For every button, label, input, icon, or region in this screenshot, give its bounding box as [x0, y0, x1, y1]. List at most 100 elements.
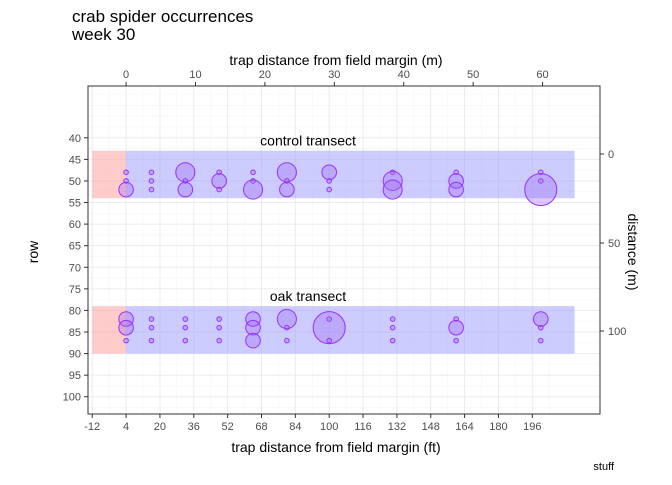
data-point [448, 181, 464, 198]
data-point [537, 178, 544, 184]
data-point [177, 181, 194, 198]
data-point [245, 311, 261, 327]
data-point [118, 311, 134, 327]
y-tick-label-left: 75 [69, 284, 81, 296]
transect-zone-1 [126, 306, 575, 354]
data-point [182, 337, 189, 344]
data-point [216, 186, 222, 193]
y-tick-label-left: 55 [69, 198, 81, 210]
data-point [123, 337, 129, 344]
x-tick-label-bottom: 116 [354, 421, 372, 433]
data-point [118, 319, 134, 336]
y-tick-label-left: 45 [69, 154, 81, 166]
data-point [537, 324, 544, 331]
x-tick-label-bottom: -12 [84, 421, 100, 433]
data-point [326, 178, 332, 184]
x-tick-label-bottom: 164 [455, 421, 473, 433]
y-tick-label-left: 80 [69, 305, 81, 317]
data-point [216, 316, 222, 322]
x-tick-label-bottom: 132 [388, 421, 406, 433]
x-tick-label-bottom: 196 [523, 421, 541, 433]
data-point [448, 173, 464, 189]
data-point [276, 309, 297, 330]
transect-label: control transect [260, 133, 356, 149]
y-tick-label-left: 100 [63, 392, 81, 404]
x-tick-label-bottom: 100 [320, 421, 338, 433]
y-tick-label-left: 40 [69, 133, 81, 145]
top-axis-title: trap distance from field margin (m) [229, 52, 442, 68]
data-point [326, 316, 332, 322]
data-point [532, 311, 549, 327]
x-tick-label-bottom: 52 [222, 421, 234, 433]
y-tick-label-left: 90 [69, 349, 81, 361]
x-tick-label-top: 20 [259, 69, 271, 81]
x-tick-label-top: 0 [123, 69, 129, 81]
chart-caption: stuff [593, 461, 615, 473]
data-point [326, 186, 332, 193]
data-point [245, 332, 261, 349]
chart-title: crab spider occurrences [72, 7, 253, 26]
x-tick-label-bottom: 4 [123, 421, 129, 433]
y-tick-label-right: 100 [608, 326, 626, 338]
data-point [326, 337, 332, 344]
data-point [250, 169, 256, 176]
data-point [216, 337, 222, 344]
data-point [148, 169, 155, 176]
x-tick-label-top: 50 [467, 69, 479, 81]
data-point [211, 173, 227, 189]
data-point [245, 319, 261, 336]
x-tick-label-bottom: 148 [422, 421, 440, 433]
data-point [537, 337, 544, 344]
y-tick-label-left: 85 [69, 327, 81, 339]
x-tick-label-bottom: 180 [489, 421, 507, 433]
data-point [182, 324, 189, 331]
data-point [382, 179, 403, 200]
transect-label: oak transect [270, 288, 346, 304]
data-point [389, 316, 396, 322]
data-point [148, 324, 155, 331]
x-tick-label-top: 40 [398, 69, 410, 81]
x-tick-label-bottom: 68 [255, 421, 267, 433]
x-tick-label-bottom: 84 [289, 421, 301, 433]
data-point [118, 181, 134, 198]
data-point [242, 179, 264, 200]
left-axis-title: row [25, 240, 41, 263]
y-tick-label-left: 65 [69, 241, 81, 253]
data-point [382, 170, 403, 191]
data-point [148, 178, 155, 184]
margin-zone-0 [92, 150, 127, 199]
data-point [279, 181, 295, 198]
data-point [182, 316, 189, 322]
y-tick-label-left: 95 [69, 370, 81, 382]
data-point [312, 311, 346, 345]
data-point [216, 324, 222, 331]
y-tick-label-left: 50 [69, 176, 81, 188]
x-tick-label-bottom: 36 [188, 421, 200, 433]
plot-panel-border [87, 85, 601, 415]
data-point [284, 337, 290, 344]
data-point [123, 169, 129, 176]
y-tick-label-right: 50 [608, 238, 620, 250]
bottom-axis-title: trap distance from field margin (ft) [231, 439, 440, 455]
y-tick-label-left: 70 [69, 262, 81, 274]
data-point [524, 173, 558, 207]
x-tick-label-bottom: 20 [154, 421, 166, 433]
data-point [389, 324, 396, 331]
x-tick-label-top: 10 [189, 69, 201, 81]
data-point [321, 164, 337, 181]
y-tick-label-right: 0 [608, 149, 614, 161]
data-point [389, 337, 396, 344]
plot-panel [88, 86, 600, 414]
chart-subtitle: week 30 [71, 25, 135, 44]
transect-zone-0 [126, 150, 575, 199]
data-point [148, 337, 155, 344]
data-point [148, 316, 155, 322]
data-point [453, 337, 459, 344]
right-axis-title: distance (m) [625, 213, 641, 290]
x-tick-label-top: 60 [536, 69, 548, 81]
x-tick-label-top: 30 [328, 69, 340, 81]
data-point [148, 186, 155, 193]
data-point [284, 324, 290, 331]
